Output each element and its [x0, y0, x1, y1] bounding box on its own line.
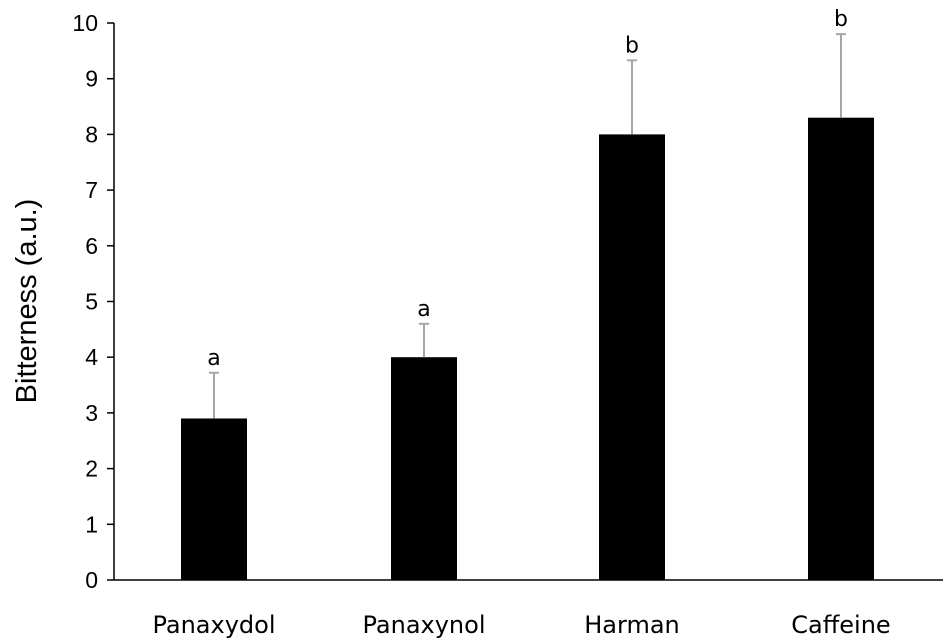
- y-tick-label: 8: [85, 121, 98, 147]
- y-tick-label: 4: [85, 344, 98, 370]
- y-tick-label: 1: [85, 511, 98, 537]
- y-tick-label: 6: [85, 233, 98, 259]
- x-labels-layer: Panaxydol Panaxynol Harman Caffeine: [152, 611, 890, 639]
- x-tick-label-harman: Harman: [584, 611, 680, 639]
- y-tick-label: 10: [72, 10, 98, 36]
- x-tick-label-panaxydol: Panaxydol: [152, 611, 275, 639]
- x-tick-label-caffeine: Caffeine: [791, 611, 890, 639]
- y-tick-label: 0: [85, 567, 98, 593]
- bar-harman: [599, 134, 665, 580]
- y-tick-label: 5: [85, 289, 98, 315]
- significance-label-harman: b: [625, 33, 639, 58]
- y-tick-label: 2: [85, 456, 98, 482]
- y-tick-label: 3: [85, 400, 98, 426]
- bar-panaxynol: [391, 357, 457, 580]
- significance-label-panaxynol: a: [417, 297, 430, 322]
- bars-layer: [181, 117, 874, 580]
- y-ticks-layer: 0 1 2 3 4 5 6 7 8 9 10: [72, 10, 114, 593]
- bar-caffeine: [808, 117, 874, 580]
- y-tick-label: 9: [85, 66, 98, 92]
- significance-label-panaxydol: a: [207, 346, 220, 371]
- significance-label-caffeine: b: [834, 7, 848, 32]
- y-axis-title: Bitterness (a.u.): [11, 199, 43, 404]
- x-tick-label-panaxynol: Panaxynol: [363, 611, 486, 639]
- y-tick-label: 7: [85, 177, 98, 203]
- significance-labels-layer: a a b b: [207, 7, 848, 371]
- bar-panaxydol: [181, 418, 247, 580]
- error-bars-layer: [209, 33, 846, 419]
